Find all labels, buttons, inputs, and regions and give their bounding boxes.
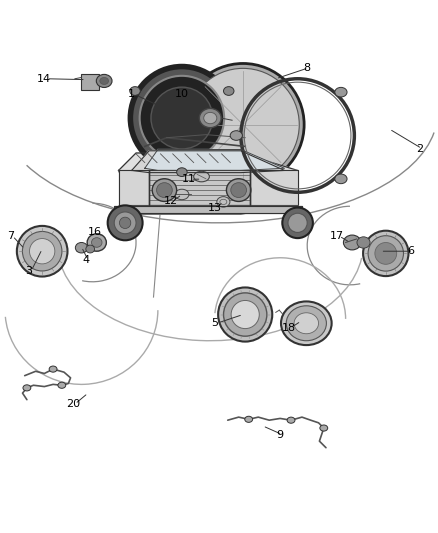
Polygon shape [250,171,297,205]
Text: 13: 13 [208,203,222,213]
Ellipse shape [223,293,267,336]
Ellipse shape [288,213,307,232]
Ellipse shape [58,382,66,389]
Text: 7: 7 [7,231,14,241]
Ellipse shape [96,75,112,87]
Ellipse shape [294,313,318,334]
Ellipse shape [177,168,187,176]
Ellipse shape [287,417,295,423]
Ellipse shape [231,301,259,329]
Ellipse shape [92,238,102,247]
Ellipse shape [204,112,217,124]
Ellipse shape [281,302,332,345]
Polygon shape [145,149,285,171]
Ellipse shape [368,236,403,271]
Text: 12: 12 [164,196,178,206]
Ellipse shape [152,179,177,201]
Ellipse shape [151,87,213,149]
Ellipse shape [223,87,234,95]
Ellipse shape [199,108,221,128]
Polygon shape [119,171,149,205]
Text: 6: 6 [408,246,415,256]
Ellipse shape [22,231,62,271]
Ellipse shape [187,68,299,181]
Ellipse shape [231,183,247,198]
Polygon shape [149,171,250,205]
Ellipse shape [218,287,272,342]
Ellipse shape [17,226,67,277]
Ellipse shape [86,245,95,253]
Ellipse shape [320,425,328,431]
Ellipse shape [226,179,251,201]
Text: 14: 14 [37,74,51,84]
Text: 10: 10 [175,89,189,99]
Ellipse shape [120,217,131,229]
Ellipse shape [363,231,409,276]
Ellipse shape [245,416,253,422]
Text: 1: 1 [128,89,135,99]
Text: 18: 18 [282,322,296,333]
Ellipse shape [335,87,347,97]
Ellipse shape [194,171,209,182]
Ellipse shape [156,183,172,198]
Ellipse shape [131,67,233,169]
Ellipse shape [130,87,140,95]
Ellipse shape [49,366,57,372]
Text: 11: 11 [181,174,195,184]
Text: 4: 4 [82,255,89,265]
Ellipse shape [100,77,109,84]
Text: 17: 17 [330,231,344,241]
Ellipse shape [375,243,397,264]
Ellipse shape [29,239,55,264]
Ellipse shape [286,306,326,341]
Ellipse shape [87,234,106,251]
Text: 20: 20 [66,399,80,409]
Ellipse shape [175,189,189,200]
Ellipse shape [75,243,88,253]
Ellipse shape [108,205,143,240]
Ellipse shape [23,385,31,391]
Text: 3: 3 [25,266,32,276]
Text: 2: 2 [416,143,424,154]
Polygon shape [119,153,297,214]
Ellipse shape [114,212,136,234]
Text: 5: 5 [211,318,218,328]
Bar [81,75,99,90]
Polygon shape [114,206,302,213]
Polygon shape [132,151,285,173]
Text: 9: 9 [276,430,284,440]
Ellipse shape [357,237,370,248]
Text: 8: 8 [303,63,310,73]
Ellipse shape [283,207,313,238]
Ellipse shape [335,174,347,184]
Ellipse shape [182,63,304,185]
Ellipse shape [140,76,224,160]
Ellipse shape [217,197,230,207]
Text: 16: 16 [88,227,102,237]
Ellipse shape [343,235,361,250]
Ellipse shape [230,131,242,140]
